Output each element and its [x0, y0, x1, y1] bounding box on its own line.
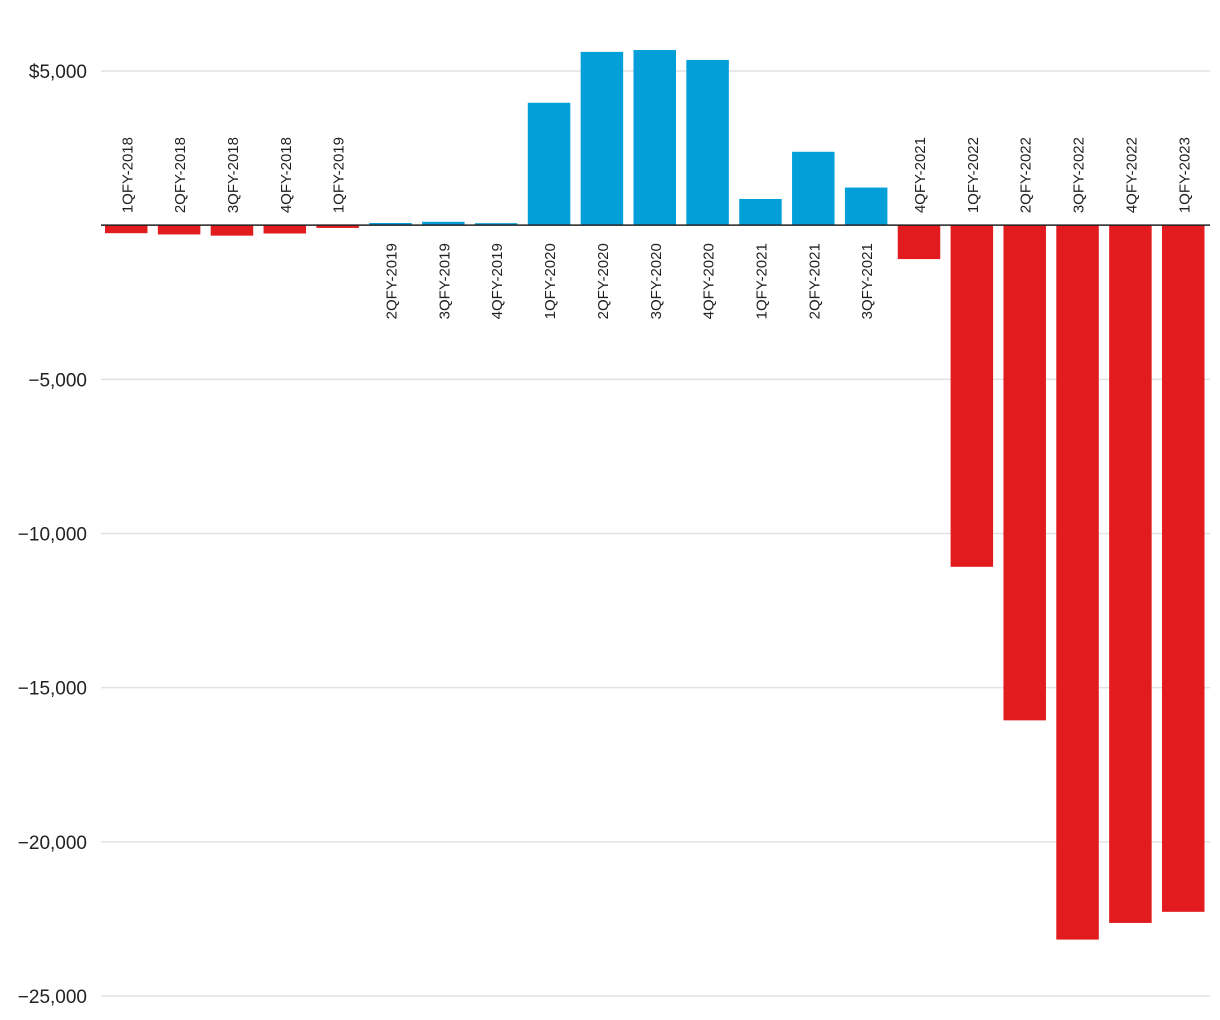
- category-label: 3QFY-2018: [225, 137, 242, 213]
- category-label: 1QFY-2020: [542, 243, 559, 319]
- bar-4qfy-2021: [897, 225, 941, 260]
- category-label: 2QFY-2022: [1018, 137, 1035, 213]
- category-label: 1QFY-2023: [1176, 137, 1193, 213]
- y-tick-label: −25,000: [18, 987, 87, 1008]
- category-label: 4QFY-2019: [489, 243, 506, 319]
- bar-4qfy-2020: [686, 59, 729, 226]
- category-label: 3QFY-2019: [436, 243, 453, 319]
- category-label: 4QFY-2020: [701, 243, 718, 319]
- y-axis-tick-labels: $5,000 −5,000 −10,000 −15,000 −20,000 −25,000: [18, 62, 87, 1008]
- bar-4qfy-2019: [474, 223, 518, 226]
- bar-1qfy-2019: [316, 225, 359, 228]
- bar-2qfy-2018: [157, 225, 201, 235]
- bar-2qfy-2020: [580, 51, 624, 226]
- y-tick-label: −5,000: [28, 370, 87, 391]
- category-label: 1QFY-2018: [119, 137, 136, 213]
- bar-1qfy-2020: [527, 102, 571, 226]
- category-labels: 1QFY-2018 2QFY-2018 3QFY-2018 4QFY-2018 1QFY…: [119, 137, 1193, 319]
- category-label: 3QFY-2021: [859, 243, 876, 319]
- category-label: 4QFY-2022: [1123, 137, 1140, 213]
- y-tick-label: −20,000: [18, 833, 87, 854]
- bar-2qfy-2019: [369, 223, 412, 226]
- y-tick-label: −15,000: [18, 679, 87, 700]
- bar-3qfy-2020: [633, 50, 676, 226]
- category-label: 4QFY-2018: [278, 137, 295, 213]
- category-label: 2QFY-2018: [172, 137, 189, 213]
- y-tick-label: $5,000: [29, 62, 87, 83]
- category-label: 3QFY-2022: [1071, 137, 1088, 213]
- category-label: 1QFY-2022: [965, 137, 982, 213]
- bar-3qfy-2018: [210, 225, 254, 236]
- bar-2qfy-2022: [1003, 225, 1046, 721]
- bar-3qfy-2022: [1056, 225, 1099, 940]
- bar-4qfy-2022: [1109, 225, 1152, 923]
- bar-4qfy-2018: [263, 225, 307, 234]
- bar-2qfy-2021: [792, 151, 835, 226]
- bar-1qfy-2022: [950, 225, 994, 567]
- bar-1qfy-2021: [739, 198, 782, 226]
- bar-3qfy-2019: [422, 221, 465, 226]
- category-label: 2QFY-2020: [595, 243, 612, 319]
- category-label: 2QFY-2019: [384, 243, 401, 319]
- bar-1qfy-2018: [105, 225, 148, 234]
- bar-3qfy-2021: [844, 187, 888, 226]
- category-label: 2QFY-2021: [806, 243, 823, 319]
- gridlines: [101, 70, 1210, 997]
- category-label: 1QFY-2019: [331, 137, 348, 213]
- category-label: 3QFY-2020: [648, 243, 665, 319]
- y-tick-label: −10,000: [18, 525, 87, 546]
- bars: [105, 50, 1205, 940]
- bar-1qfy-2023: [1162, 225, 1205, 912]
- category-label: 4QFY-2021: [912, 137, 929, 213]
- category-label: 1QFY-2021: [753, 243, 770, 319]
